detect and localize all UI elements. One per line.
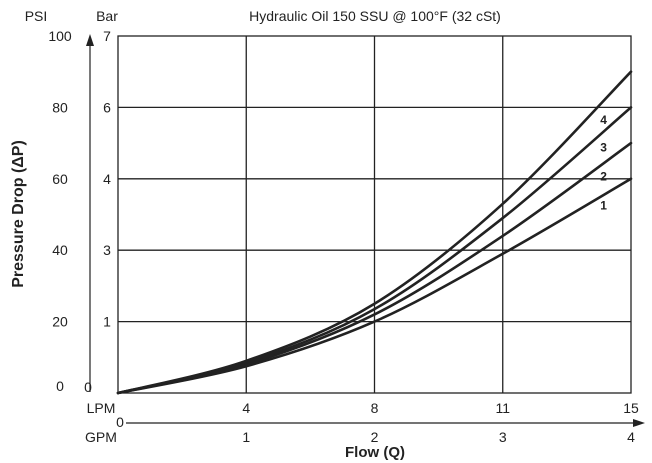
lpm-tick-label: 4	[242, 400, 250, 416]
gpm-tick-label: 2	[371, 429, 379, 445]
psi-tick-label: 0	[56, 378, 64, 394]
bar-ticks: 1 3 4 6 7	[103, 28, 111, 330]
lpm-tick-label: 15	[623, 400, 639, 416]
series-label-3: 3	[600, 140, 607, 154]
lpm-tick-label: 8	[371, 400, 379, 416]
bar-tick-label: 1	[103, 314, 111, 330]
series-label-4: 4	[600, 113, 607, 127]
lpm-label: LPM	[87, 400, 116, 416]
bar-axis-arrowhead	[86, 34, 94, 46]
psi-tick-label: 80	[52, 99, 68, 115]
psi-ticks: 0 20 40 60 80 100	[48, 28, 72, 394]
psi-header: PSI	[25, 8, 48, 24]
series-label-2: 2	[600, 169, 607, 183]
x-axis-label: Flow (Q)	[345, 444, 405, 461]
bar-tick-label: 6	[103, 99, 111, 115]
bar-tick-label: 7	[103, 28, 111, 44]
flow-axis-arrowhead	[633, 419, 645, 427]
gpm-tick-label: 4	[627, 429, 635, 445]
x-zero-label: 0	[116, 414, 124, 430]
plot-frame	[117, 35, 632, 394]
lpm-ticks: 4 8 11 15	[242, 400, 639, 416]
psi-tick-label: 40	[52, 242, 68, 258]
gpm-tick-label: 1	[242, 429, 250, 445]
bar-header: Bar	[96, 8, 118, 24]
gpm-tick-label: 3	[499, 429, 507, 445]
lpm-tick-label: 11	[495, 400, 510, 416]
psi-tick-label: 20	[52, 314, 68, 330]
series-curve-4	[116, 70, 633, 395]
psi-tick-label: 100	[48, 28, 72, 44]
y-axis-label: Pressure Drop (ΔP)	[10, 140, 27, 288]
gpm-label: GPM	[85, 429, 117, 445]
series-label-1: 1	[600, 198, 607, 212]
curve-labels: 1 2 3 4	[600, 113, 607, 212]
grid	[118, 36, 631, 393]
gpm-ticks: 1 2 3 4	[242, 429, 635, 445]
bar-tick-label: 3	[103, 242, 111, 258]
chart-title: Hydraulic Oil 150 SSU @ 100°F (32 cSt)	[249, 8, 501, 24]
bar-tick-label: 4	[103, 171, 111, 187]
bar-zero-label: 0	[84, 379, 92, 395]
psi-tick-label: 60	[52, 171, 68, 187]
curves	[116, 70, 633, 395]
